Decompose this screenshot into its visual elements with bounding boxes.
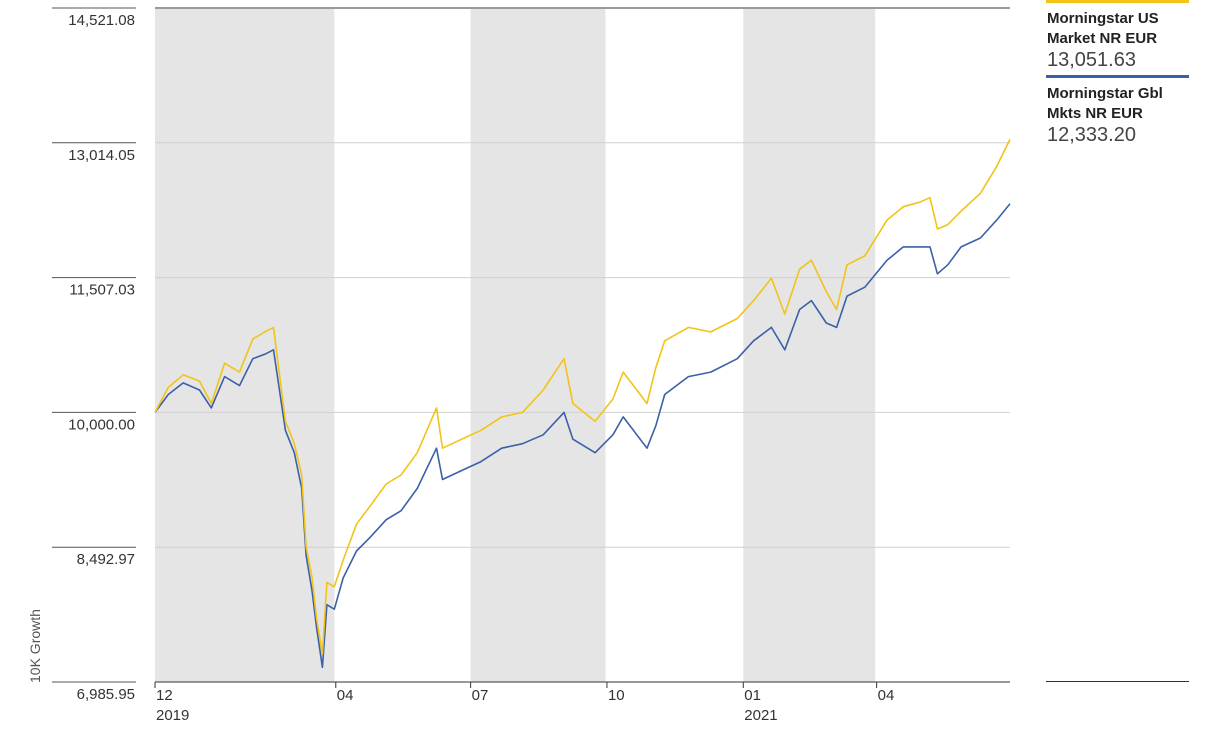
x-tick-label: 07: [472, 687, 489, 704]
growth-chart: 14,521.08 13,014.05 11,507.03 10,000.00 8,49…: [27, 7, 1011, 724]
y-tick-label: 8,492.97: [77, 551, 135, 568]
shaded-periods: [155, 8, 876, 682]
x-tick-year: 2021: [744, 707, 777, 724]
legend-series-name: Morningstar Gbl Mkts NR EUR: [1047, 85, 1163, 122]
legend-item-gbl-mkts: Morningstar Gbl Mkts NR EUR 12,333.20: [1046, 75, 1189, 146]
y-tick-label: 6,985.95: [77, 686, 135, 703]
series-lines: [154, 139, 1011, 669]
legend-item-us-market: Morningstar US Market NR EUR 13,051.63: [1046, 0, 1189, 71]
series-line-us-market: [154, 139, 1011, 655]
shaded-period: [155, 8, 335, 682]
legend: Morningstar US Market NR EUR 13,051.63 M…: [1046, 0, 1189, 146]
x-tick-label: 10: [608, 687, 625, 704]
x-axis-ticks: 12 2019 04 07 10 01 2021 04: [154, 682, 895, 724]
y-axis-ticks: 14,521.08 13,014.05 11,507.03 10,000.00 8,49…: [52, 7, 136, 703]
y-tick-label: 11,507.03: [69, 282, 135, 299]
legend-series-name: Morningstar US Market NR EUR: [1047, 10, 1159, 47]
x-tick-label: 01: [744, 687, 761, 704]
shaded-period: [470, 8, 606, 682]
legend-divider: [1046, 681, 1189, 682]
x-tick-year: 2019: [156, 707, 189, 724]
shaded-period: [743, 8, 876, 682]
series-line-gbl-mkts: [154, 203, 1011, 669]
x-tick-label: 12: [156, 687, 173, 704]
x-tick-label: 04: [337, 687, 354, 704]
legend-series-value: 13,051.63: [1047, 49, 1136, 71]
y-tick-label: 14,521.08: [68, 12, 135, 29]
x-tick-label: 04: [878, 687, 895, 704]
y-axis-label: 10K Growth: [27, 609, 43, 683]
gridlines: [155, 7, 1010, 683]
y-tick-label: 13,014.05: [68, 147, 135, 164]
legend-series-value: 12,333.20: [1047, 124, 1136, 146]
y-tick-label: 10,000.00: [68, 416, 135, 433]
